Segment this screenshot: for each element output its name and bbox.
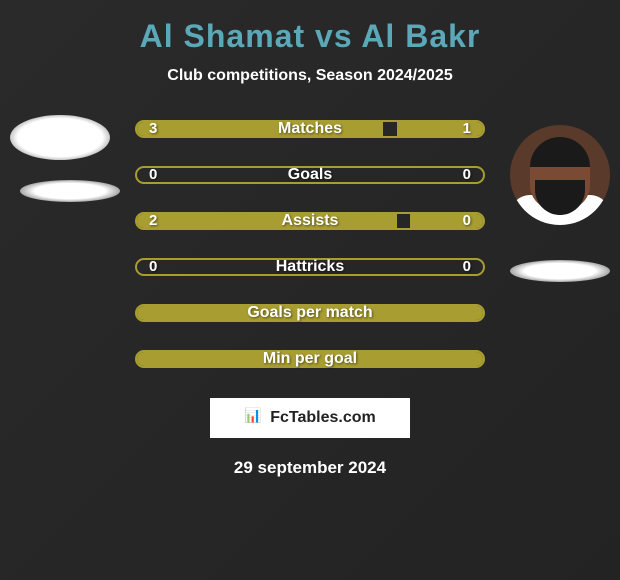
chart-icon: [244, 409, 266, 427]
stat-bar-goals: 0 Goals 0: [135, 166, 485, 184]
stat-right-val: 1: [463, 120, 471, 137]
stat-label: Goals per match: [137, 304, 483, 322]
player-right-avatar: [510, 125, 610, 225]
page-title: Al Shamat vs Al Bakr: [0, 18, 620, 55]
stat-bar-assists: 2 Assists 0: [135, 212, 485, 230]
stat-right-val: 0: [463, 258, 471, 275]
stats-area: 3 Matches 1 0 Goals 0 2 Assists 0 0 Hatt…: [135, 120, 485, 368]
stat-bar-hattricks: 0 Hattricks 0: [135, 258, 485, 276]
stat-bar-min-per-goal: Min per goal: [135, 350, 485, 368]
player-left-shadow: [20, 180, 120, 202]
stat-label: Hattricks: [137, 258, 483, 276]
date: 29 september 2024: [0, 458, 620, 478]
player-right-shadow: [510, 260, 610, 282]
stat-bar-matches: 3 Matches 1: [135, 120, 485, 138]
stat-right-val: 0: [463, 166, 471, 183]
stat-right-val: 0: [463, 212, 471, 229]
stat-label: Goals: [137, 166, 483, 184]
stat-label: Assists: [137, 212, 483, 230]
subtitle: Club competitions, Season 2024/2025: [0, 67, 620, 85]
stat-label: Matches: [137, 120, 483, 138]
site-badge: FcTables.com: [210, 398, 410, 438]
stat-label: Min per goal: [137, 350, 483, 368]
player-left-avatar: [10, 115, 110, 160]
stat-bar-goals-per-match: Goals per match: [135, 304, 485, 322]
site-name: FcTables.com: [270, 409, 376, 427]
